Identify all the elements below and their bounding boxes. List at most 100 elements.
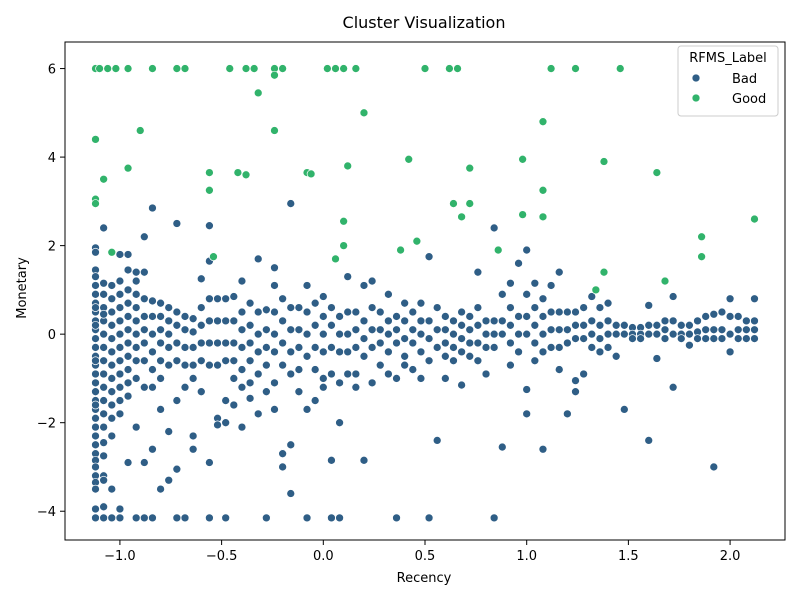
data-point-bad <box>237 382 247 392</box>
data-point-bad <box>139 232 149 242</box>
data-point-bad <box>91 462 100 472</box>
data-point-bad <box>343 347 353 357</box>
data-point-bad <box>424 513 434 523</box>
data-point-bad <box>733 325 743 335</box>
data-point-bad <box>213 420 222 430</box>
data-point-bad <box>196 356 206 366</box>
data-point-bad <box>449 343 458 352</box>
data-point-bad <box>595 347 605 357</box>
data-point-good <box>205 185 214 195</box>
data-point-good <box>331 64 340 73</box>
data-point-bad <box>156 374 165 383</box>
data-point-bad <box>750 316 759 326</box>
data-point-bad <box>213 338 222 348</box>
data-point-good <box>465 163 475 173</box>
data-point-bad <box>408 325 418 335</box>
data-point-bad <box>742 334 751 343</box>
data-point-bad <box>481 369 491 379</box>
data-point-bad <box>213 316 222 326</box>
data-point-bad <box>221 294 231 304</box>
data-point-bad <box>123 378 133 388</box>
data-point-bad <box>302 513 312 523</box>
data-points <box>91 64 759 523</box>
data-point-bad <box>685 340 694 350</box>
data-point-good <box>652 168 662 177</box>
data-point-bad <box>384 329 393 339</box>
x-tick-label: 0.5 <box>415 549 436 564</box>
data-point-bad <box>302 307 312 317</box>
data-point-bad <box>457 347 466 357</box>
data-point-bad <box>91 440 100 450</box>
data-point-good <box>343 161 353 171</box>
data-point-bad <box>554 325 564 335</box>
data-point-bad <box>286 325 296 335</box>
data-point-bad <box>99 451 108 461</box>
data-point-bad <box>327 369 336 379</box>
data-point-bad <box>213 294 222 304</box>
data-point-bad <box>205 221 214 231</box>
data-point-good <box>571 64 580 73</box>
data-point-bad <box>131 356 141 366</box>
data-point-bad <box>123 265 133 275</box>
data-point-bad <box>571 334 580 343</box>
data-point-bad <box>131 289 141 299</box>
data-point-bad <box>99 382 108 392</box>
data-point-bad <box>229 400 239 410</box>
x-tick-label: −1.0 <box>104 549 136 564</box>
data-point-bad <box>571 376 580 385</box>
data-point-good <box>253 88 263 98</box>
data-point-bad <box>750 334 759 343</box>
data-point-bad <box>742 325 751 335</box>
data-point-bad <box>221 396 231 405</box>
data-point-bad <box>530 356 540 366</box>
data-point-bad <box>481 329 491 339</box>
data-point-bad <box>229 316 239 326</box>
y-tick-label: 4 <box>48 151 56 166</box>
data-point-bad <box>579 320 588 330</box>
data-point-bad <box>668 382 678 392</box>
legend-label-good: Good <box>732 92 766 107</box>
data-point-bad <box>554 343 564 352</box>
data-point-good <box>750 214 759 224</box>
data-point-good <box>538 117 548 127</box>
data-point-bad <box>709 325 719 335</box>
data-point-bad <box>522 312 532 321</box>
data-point-bad <box>172 396 182 405</box>
data-point-bad <box>115 303 125 312</box>
data-point-bad <box>107 387 117 397</box>
data-point-bad <box>115 513 125 523</box>
data-point-bad <box>473 356 483 366</box>
data-point-bad <box>196 387 206 397</box>
data-point-bad <box>530 338 540 348</box>
data-point-bad <box>514 347 523 357</box>
data-point-bad <box>318 292 328 301</box>
data-point-bad <box>367 276 377 286</box>
data-point-bad <box>107 513 117 523</box>
data-point-bad <box>310 343 320 352</box>
data-point-bad <box>457 380 466 390</box>
data-point-bad <box>262 513 271 523</box>
data-point-bad <box>489 223 499 233</box>
data-point-bad <box>343 307 353 317</box>
data-point-bad <box>595 320 605 330</box>
data-point-bad <box>286 303 296 312</box>
data-point-bad <box>424 334 434 343</box>
data-point-bad <box>237 343 247 352</box>
data-point-bad <box>99 409 108 419</box>
data-point-bad <box>375 307 385 317</box>
x-tick-label: 0.0 <box>313 549 334 564</box>
data-point-bad <box>139 513 149 523</box>
data-point-bad <box>465 338 475 348</box>
data-point-bad <box>172 513 182 523</box>
data-point-bad <box>99 329 108 339</box>
data-point-bad <box>131 303 141 312</box>
data-point-good <box>538 185 548 195</box>
data-point-bad <box>139 325 149 335</box>
data-point-good <box>241 64 251 73</box>
data-point-good <box>331 254 340 264</box>
data-point-bad <box>701 312 711 321</box>
data-point-bad <box>359 316 369 326</box>
data-point-bad <box>139 458 149 467</box>
data-point-bad <box>115 396 125 405</box>
